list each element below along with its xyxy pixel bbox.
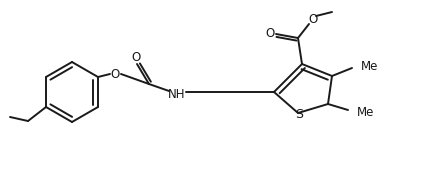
Text: O: O — [308, 12, 318, 26]
Text: O: O — [265, 26, 275, 39]
Text: O: O — [131, 51, 141, 64]
Text: S: S — [295, 107, 303, 120]
Text: NH: NH — [168, 87, 186, 100]
Text: O: O — [111, 68, 120, 80]
Text: Me: Me — [361, 60, 378, 73]
Text: Me: Me — [357, 105, 375, 118]
